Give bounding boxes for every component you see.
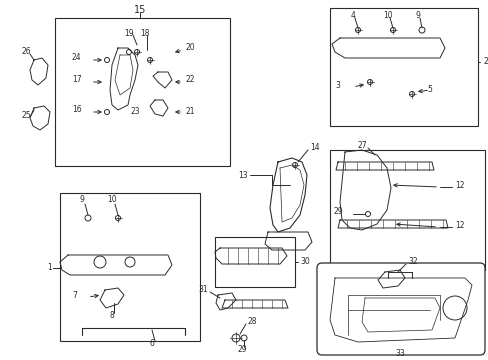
Bar (329, 8, 477, 126)
Text: 17: 17 (72, 76, 81, 85)
Text: 12: 12 (454, 180, 464, 189)
Text: 14: 14 (309, 144, 319, 153)
Text: 9: 9 (415, 10, 420, 19)
Text: 29: 29 (332, 207, 342, 216)
Text: 9: 9 (80, 195, 84, 204)
Text: 31: 31 (198, 285, 207, 294)
Text: 32: 32 (407, 257, 417, 266)
Text: 20: 20 (184, 44, 194, 53)
Bar (329, 150, 484, 270)
Text: 7: 7 (72, 291, 77, 300)
Text: 6: 6 (149, 339, 154, 348)
Text: 13: 13 (238, 171, 247, 180)
Text: 4: 4 (350, 10, 355, 19)
Text: 19: 19 (124, 28, 134, 37)
Text: 5: 5 (426, 85, 431, 94)
Text: 18: 18 (140, 28, 149, 37)
Bar (55, 18, 229, 166)
Text: 23: 23 (130, 108, 140, 117)
Text: 33: 33 (394, 348, 404, 357)
FancyBboxPatch shape (316, 263, 484, 355)
Text: 26: 26 (22, 48, 32, 57)
Text: 22: 22 (184, 76, 194, 85)
Text: 10: 10 (107, 195, 117, 204)
Text: 10: 10 (383, 10, 392, 19)
Bar (60, 193, 200, 341)
Bar (215, 237, 294, 287)
Text: 27: 27 (356, 140, 366, 149)
Text: 3: 3 (334, 81, 339, 90)
Text: 12: 12 (454, 220, 464, 230)
Text: 21: 21 (184, 108, 194, 117)
Text: 28: 28 (247, 318, 257, 327)
Text: 29: 29 (237, 346, 246, 355)
Text: 1: 1 (47, 264, 52, 273)
Text: 15: 15 (134, 5, 146, 15)
Text: 30: 30 (299, 257, 309, 266)
Text: 2: 2 (483, 58, 488, 67)
Text: 16: 16 (72, 105, 81, 114)
Text: 24: 24 (72, 54, 81, 63)
Text: 25: 25 (22, 111, 32, 120)
Text: 8: 8 (109, 311, 114, 320)
